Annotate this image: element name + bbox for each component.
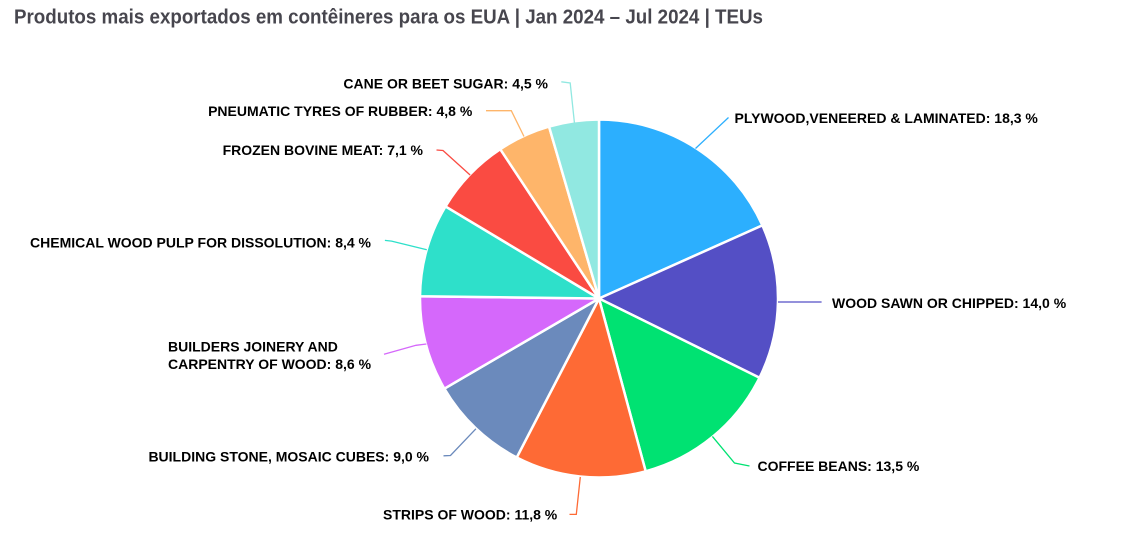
svg-text:PNEUMATIC TYRES OF RUBBER: 4,8: PNEUMATIC TYRES OF RUBBER: 4,8 %	[208, 103, 473, 119]
svg-text:CARPENTRY OF WOOD: 8,6 %: CARPENTRY OF WOOD: 8,6 %	[168, 356, 372, 372]
svg-text:COFFEE BEANS: 13,5 %: COFFEE BEANS: 13,5 %	[758, 458, 920, 474]
svg-text:PLYWOOD,VENEERED & LAMINATED:: PLYWOOD,VENEERED & LAMINATED: 18,3 %	[735, 110, 1039, 126]
svg-text:BUILDING STONE, MOSAIC CUBES:: BUILDING STONE, MOSAIC CUBES: 9,0 %	[148, 449, 429, 465]
svg-text:CANE OR BEET SUGAR: 4,5 %: CANE OR BEET SUGAR: 4,5 %	[343, 75, 548, 91]
svg-text:FROZEN BOVINE MEAT: 7,1 %: FROZEN BOVINE MEAT: 7,1 %	[223, 142, 424, 158]
svg-text:Produtos mais exportados em co: Produtos mais exportados em contêineres …	[14, 6, 763, 28]
svg-text:WOOD SAWN OR CHIPPED: 14,0 %: WOOD SAWN OR CHIPPED: 14,0 %	[832, 295, 1067, 311]
svg-text:STRIPS OF WOOD: 11,8 %: STRIPS OF WOOD: 11,8 %	[383, 506, 558, 522]
svg-text:CHEMICAL WOOD PULP FOR DISSOLU: CHEMICAL WOOD PULP FOR DISSOLUTION: 8,4 …	[30, 234, 372, 250]
svg-text:BUILDERS JOINERY AND: BUILDERS JOINERY AND	[168, 338, 338, 354]
